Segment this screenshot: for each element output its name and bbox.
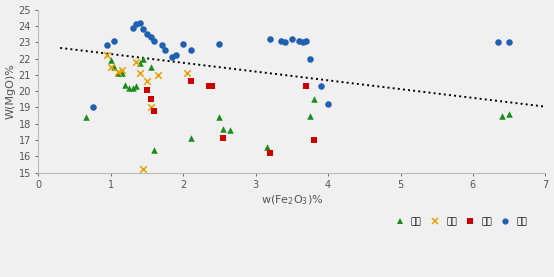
Point — [497, 113, 506, 118]
Point — [186, 79, 195, 84]
Point — [316, 84, 325, 88]
Point — [114, 69, 122, 74]
Point — [128, 25, 137, 30]
Point — [128, 86, 137, 90]
Point — [139, 167, 148, 172]
Y-axis label: W(MgO)%: W(MgO)% — [6, 63, 16, 119]
Point — [146, 35, 155, 40]
Point — [142, 79, 151, 84]
Legend: 玉瑘, 玉琵, 玉瑰, 玉妆: 玉瑘, 玉琵, 玉瑰, 玉妆 — [387, 214, 531, 230]
Point — [106, 65, 115, 69]
Point — [276, 38, 285, 43]
Point — [150, 148, 159, 152]
Point — [204, 84, 213, 88]
Point — [103, 43, 112, 48]
Point — [146, 65, 155, 69]
Point — [266, 151, 275, 155]
Point — [179, 42, 188, 46]
Point — [132, 84, 141, 88]
Point — [172, 53, 181, 57]
Point — [114, 71, 122, 75]
Point — [132, 60, 141, 64]
Point — [186, 48, 195, 53]
Point — [266, 37, 275, 41]
Point — [88, 105, 97, 110]
Point — [135, 71, 144, 75]
Point — [146, 105, 155, 110]
Point — [215, 42, 224, 46]
Point — [215, 115, 224, 119]
Point — [302, 84, 311, 88]
Point — [157, 43, 166, 48]
Point — [298, 40, 307, 44]
Point — [153, 73, 162, 77]
Point — [139, 27, 148, 31]
Point — [186, 136, 195, 141]
Point — [324, 102, 332, 106]
Point — [81, 115, 90, 119]
Point — [161, 48, 170, 53]
Point — [135, 61, 144, 66]
Point — [135, 20, 144, 25]
Point — [132, 22, 141, 27]
Point — [309, 97, 318, 102]
Point — [150, 38, 159, 43]
Point — [505, 112, 514, 116]
Point — [110, 38, 119, 43]
Point — [142, 32, 151, 36]
Point — [121, 83, 130, 87]
Point — [306, 113, 315, 118]
Point — [142, 87, 151, 92]
Point — [139, 56, 148, 61]
Point — [295, 38, 304, 43]
Point — [494, 40, 502, 44]
Point — [117, 68, 126, 72]
Point — [262, 144, 271, 149]
X-axis label: w(Fe$_2$O$_3$)%: w(Fe$_2$O$_3$)% — [260, 193, 323, 207]
Point — [182, 71, 191, 75]
Point — [302, 38, 311, 43]
Point — [219, 136, 228, 141]
Point — [226, 128, 235, 132]
Point — [110, 65, 119, 69]
Point — [288, 37, 296, 41]
Point — [219, 127, 228, 131]
Point — [125, 86, 134, 90]
Point — [306, 56, 315, 61]
Point — [280, 40, 289, 44]
Point — [150, 109, 159, 113]
Point — [146, 97, 155, 102]
Point — [103, 53, 112, 57]
Point — [208, 84, 217, 88]
Point — [168, 55, 177, 59]
Point — [309, 138, 318, 142]
Point — [106, 58, 115, 62]
Point — [117, 71, 126, 75]
Point — [505, 40, 514, 44]
